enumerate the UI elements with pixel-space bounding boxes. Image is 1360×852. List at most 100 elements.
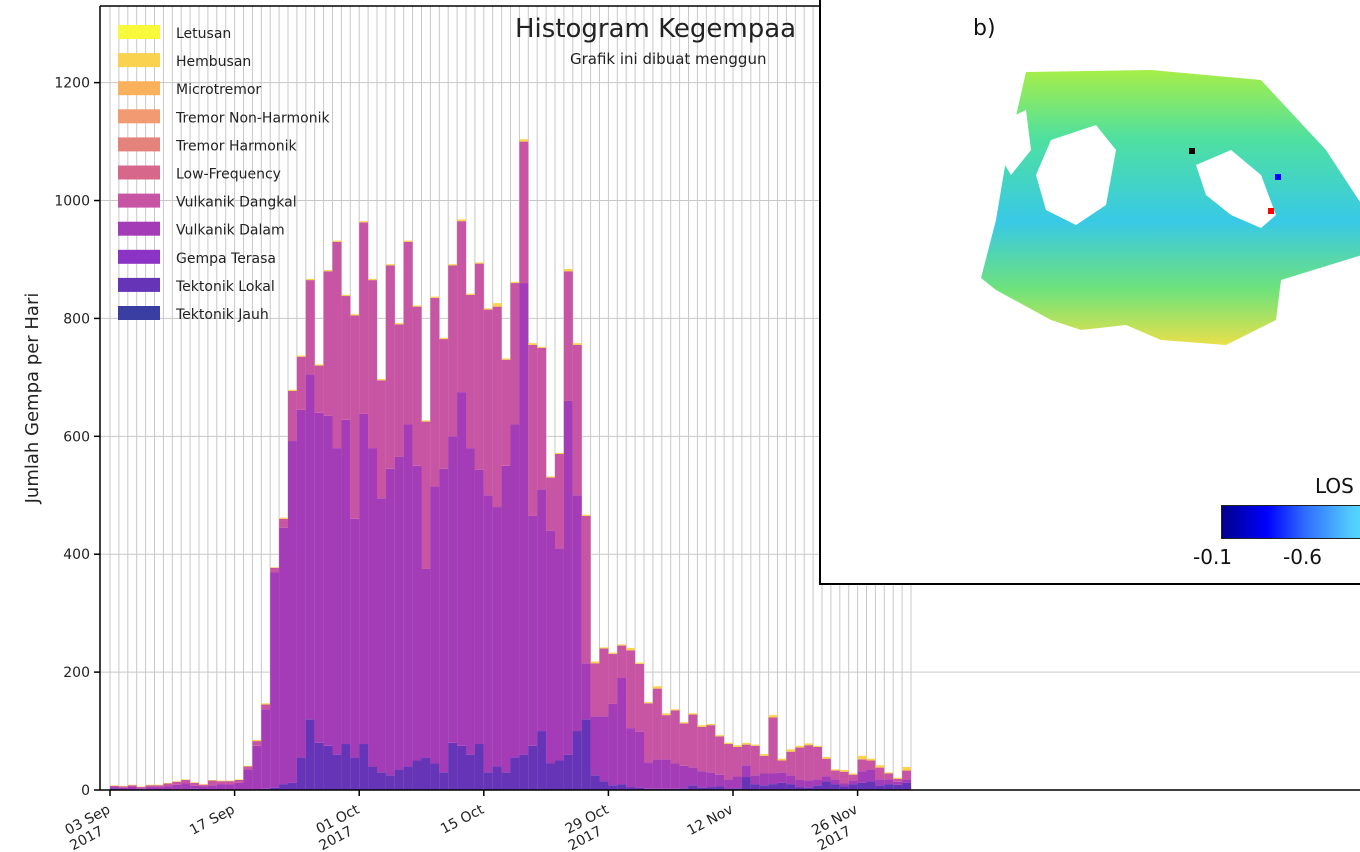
bar-segment — [457, 745, 466, 790]
chart-title: Histogram Kegempaa — [515, 14, 796, 44]
bar-segment — [688, 767, 698, 786]
bar-segment — [350, 757, 360, 790]
bar-segment — [661, 715, 671, 760]
bar-segment — [563, 271, 573, 401]
bar-segment — [377, 379, 386, 381]
bar-segment — [875, 765, 885, 768]
bar-segment — [777, 772, 787, 783]
bar-segment — [279, 518, 288, 528]
bar-segment — [234, 782, 244, 790]
bar-segment — [430, 297, 440, 487]
bar-segment — [492, 306, 502, 508]
bar-segment — [759, 785, 769, 790]
bar-segment — [822, 758, 831, 777]
bar-segment — [199, 786, 208, 790]
bar-segment — [110, 788, 119, 790]
bar-segment — [118, 786, 128, 788]
bar-segment — [127, 785, 137, 787]
bar-segment — [644, 762, 653, 789]
bar-segment — [412, 760, 422, 790]
bar-segment — [830, 769, 840, 771]
bar-segment — [572, 343, 582, 345]
legend-swatch — [118, 193, 160, 208]
bar-segment — [777, 760, 787, 773]
bar-segment — [403, 424, 413, 767]
bar-segment — [741, 765, 751, 778]
bar-segment — [368, 280, 377, 449]
bar-segment — [759, 754, 769, 756]
bar-segment — [528, 515, 538, 746]
bar-segment — [617, 644, 627, 646]
bar-segment — [813, 745, 822, 747]
bar-segment — [377, 498, 386, 773]
bar-segment — [706, 725, 716, 773]
bar-segment — [822, 776, 831, 782]
bar-segment — [510, 757, 520, 790]
bar-segment — [688, 713, 698, 715]
bar-segment — [661, 713, 671, 716]
colorbar-tick-2: -0.6 — [1283, 545, 1323, 569]
bar-segment — [652, 688, 662, 760]
bar-segment — [546, 763, 555, 790]
bar-segment — [893, 778, 903, 782]
bar-segment — [884, 784, 894, 790]
bar-segment — [439, 339, 449, 469]
bar-segment — [332, 241, 342, 449]
bar-segment — [652, 686, 662, 689]
bar-segment — [902, 767, 911, 771]
bar-segment — [866, 758, 876, 761]
bar-segment — [537, 489, 547, 732]
map-gap-west — [1036, 125, 1116, 225]
bar-segment — [608, 785, 618, 790]
bar-segment — [368, 448, 377, 767]
x-tick-label: 17 Sep — [187, 802, 238, 839]
bar-segment — [768, 717, 778, 774]
bar-segment — [822, 781, 831, 790]
y-tick-label: 400 — [63, 547, 90, 563]
bar-segment — [599, 716, 609, 782]
bar-segment — [724, 788, 733, 790]
legend-swatch — [118, 109, 160, 124]
bar-segment — [288, 782, 297, 790]
bar-segment — [786, 751, 796, 776]
bar-segment — [804, 780, 814, 788]
y-tick-label: 1000 — [54, 194, 90, 210]
bar-segment — [706, 787, 716, 790]
bar-segment — [421, 568, 431, 758]
bar-segment — [804, 745, 814, 781]
bar-segment — [110, 785, 119, 788]
bar-segment — [617, 678, 627, 785]
bar-segment — [795, 779, 805, 788]
bar-segment — [323, 745, 333, 790]
x-tick-label: 15 Oct — [438, 801, 487, 837]
bar-segment — [145, 785, 155, 788]
panel-label: b) — [973, 16, 996, 41]
bar-segment — [403, 240, 413, 242]
bar-segment — [715, 774, 725, 787]
bar-segment — [412, 305, 422, 307]
legend-label: Tremor Harmonik — [175, 138, 298, 154]
bar-segment — [457, 221, 466, 393]
bar-segment — [279, 527, 288, 785]
bar-segment — [341, 294, 351, 297]
bar-segment — [341, 744, 351, 790]
bar-segment — [234, 779, 244, 783]
bar-segment — [546, 477, 555, 531]
bar-segment — [394, 456, 404, 770]
bar-segment — [252, 745, 262, 790]
bar-segment — [323, 415, 333, 746]
bars — [110, 139, 911, 790]
map-gap-east — [1196, 150, 1276, 228]
bar-segment — [377, 380, 386, 499]
bar-segment — [377, 772, 386, 790]
bar-segment — [510, 424, 520, 758]
legend-label: Low-Frequency — [176, 167, 281, 183]
marker-black — [1189, 148, 1195, 154]
bar-segment — [510, 281, 520, 284]
bar-segment — [608, 703, 618, 786]
bar-segment — [697, 787, 707, 790]
bar-segment — [546, 530, 555, 764]
bar-segment — [857, 755, 867, 760]
bar-segment — [724, 744, 733, 780]
bar-segment — [492, 507, 502, 767]
